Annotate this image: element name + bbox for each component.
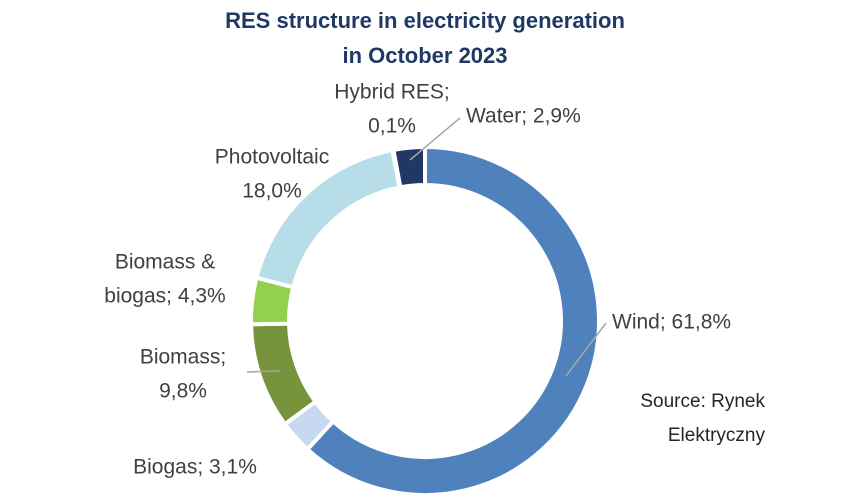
leader-line (246, 370, 281, 373)
data-label: Water; 2,9% (466, 105, 581, 128)
data-label: 0,1% (368, 115, 416, 138)
donut-slice (391, 144, 427, 190)
leader-lines (246, 117, 607, 377)
donut-slice (304, 144, 601, 497)
data-labels: Wind; 61,8% Biogas; 3,1% Biomass; 9,8% Bioma… (104, 81, 731, 479)
data-label: Wind; 61,8% (612, 311, 731, 334)
chart-title: RES structure in electricity generation i… (225, 8, 625, 68)
data-label: 18,0% (242, 180, 302, 203)
data-label: Biomass & (115, 251, 215, 274)
title-line: RES structure in electricity generation (225, 8, 625, 33)
donut-slice (254, 147, 402, 290)
leader-line (565, 322, 607, 377)
data-label: Biogas; 3,1% (133, 456, 257, 479)
source-line: Elektryczny (668, 425, 766, 446)
donut-slice (248, 321, 319, 427)
data-label: biogas; 4,3% (104, 285, 225, 308)
leader-line (409, 117, 461, 161)
data-label: Biomass; (140, 346, 226, 369)
source-note: Source: Rynek Elektryczny (640, 391, 765, 446)
title-line: in October 2023 (342, 43, 507, 68)
donut (248, 144, 601, 497)
data-label: Photovoltaic (215, 146, 329, 169)
data-label: 9,8% (159, 380, 207, 403)
source-line: Source: Rynek (640, 391, 765, 412)
data-label: Hybrid RES; (334, 81, 450, 104)
